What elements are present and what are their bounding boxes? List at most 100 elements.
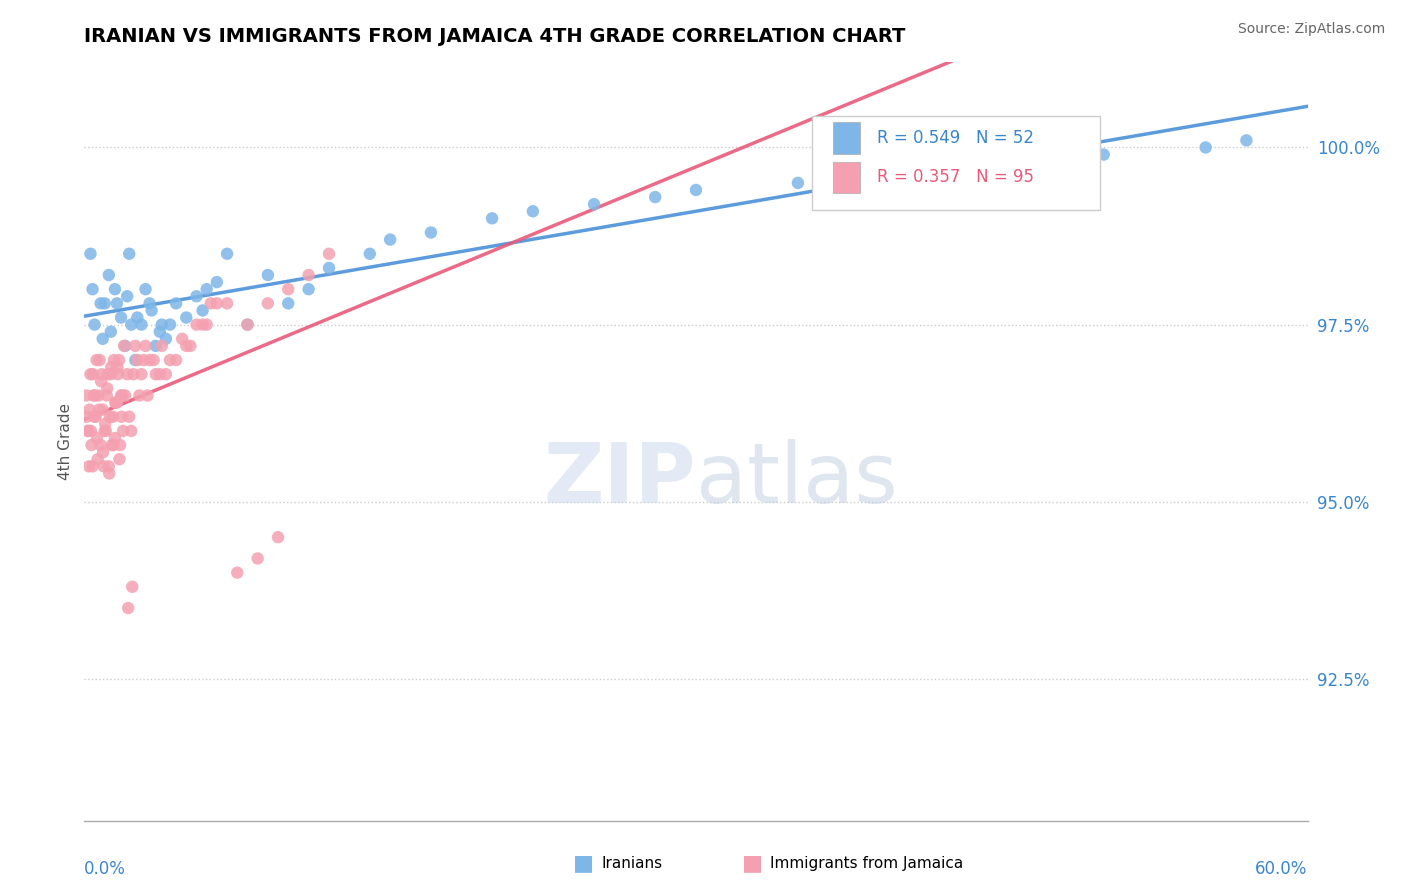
Point [97,459,120,474]
Point [179,339,201,353]
Point [135,339,157,353]
Point [82,368,104,382]
Point [86,431,108,445]
Text: Iranians: Iranians [602,856,662,871]
Point [104,282,127,296]
Point [121,580,143,594]
Point [91,402,114,417]
Point [318,246,340,260]
Point [1092,147,1115,161]
Point [1195,140,1218,154]
Point [236,318,259,332]
Point [111,388,134,402]
Point [100,360,122,375]
Point [522,204,544,219]
Point [87,388,110,402]
Point [172,332,194,346]
Point [96,381,118,395]
Point [195,282,218,296]
Point [195,318,218,332]
Point [114,388,136,402]
Point [82,282,104,296]
Point [120,318,142,332]
Point [155,332,177,346]
Point [141,303,163,318]
Point [127,353,149,368]
Point [205,275,228,289]
Point [145,339,167,353]
Point [112,424,135,438]
Point [186,289,208,303]
Point [298,282,321,296]
Point [155,368,177,382]
Point [149,368,172,382]
Point [277,282,299,296]
Point [115,368,138,382]
Point [124,353,146,368]
Text: R = 0.357   N = 95: R = 0.357 N = 95 [877,169,1033,186]
Point [108,452,131,467]
Point [132,353,155,368]
Point [165,296,187,310]
Point [86,452,108,467]
Text: ■: ■ [574,854,593,873]
Point [136,388,159,402]
Point [127,310,149,325]
Point [359,246,381,260]
Point [84,388,107,402]
Point [159,318,181,332]
Text: IRANIAN VS IMMIGRANTS FROM JAMAICA 4TH GRADE CORRELATION CHART: IRANIAN VS IMMIGRANTS FROM JAMAICA 4TH G… [84,27,905,45]
Text: ■: ■ [742,854,762,873]
Text: 60.0%: 60.0% [1256,860,1308,878]
Point [191,318,214,332]
Point [131,368,153,382]
Point [110,310,132,325]
Point [104,395,127,409]
Point [107,368,129,382]
Point [165,353,187,368]
Point [93,424,115,438]
Point [80,438,103,452]
Point [118,246,141,260]
Point [318,260,340,275]
Point [991,154,1014,169]
Point [76,424,98,438]
Point [82,459,104,474]
Point [75,388,97,402]
Point [94,417,117,431]
Point [787,176,810,190]
Point [110,409,132,424]
Point [90,374,112,388]
Point [257,268,280,282]
Point [128,388,150,402]
Point [481,211,503,226]
Point [105,360,128,375]
Point [191,303,214,318]
Point [87,402,110,417]
Point [124,339,146,353]
Point [217,246,239,260]
FancyBboxPatch shape [832,161,860,194]
Point [685,183,707,197]
Point [83,409,105,424]
Point [150,318,173,332]
Point [145,368,167,382]
Point [110,388,132,402]
Point [149,325,172,339]
Point [277,296,299,310]
Point [98,467,121,481]
Point [80,424,103,438]
Point [583,197,606,211]
Point [174,339,197,353]
Point [131,318,153,332]
Point [120,424,142,438]
Point [226,566,249,580]
Point [91,445,114,459]
Point [644,190,666,204]
Point [86,353,108,368]
Point [84,409,107,424]
Point [89,353,111,368]
Point [83,388,105,402]
Point [101,438,124,452]
Point [79,368,101,382]
